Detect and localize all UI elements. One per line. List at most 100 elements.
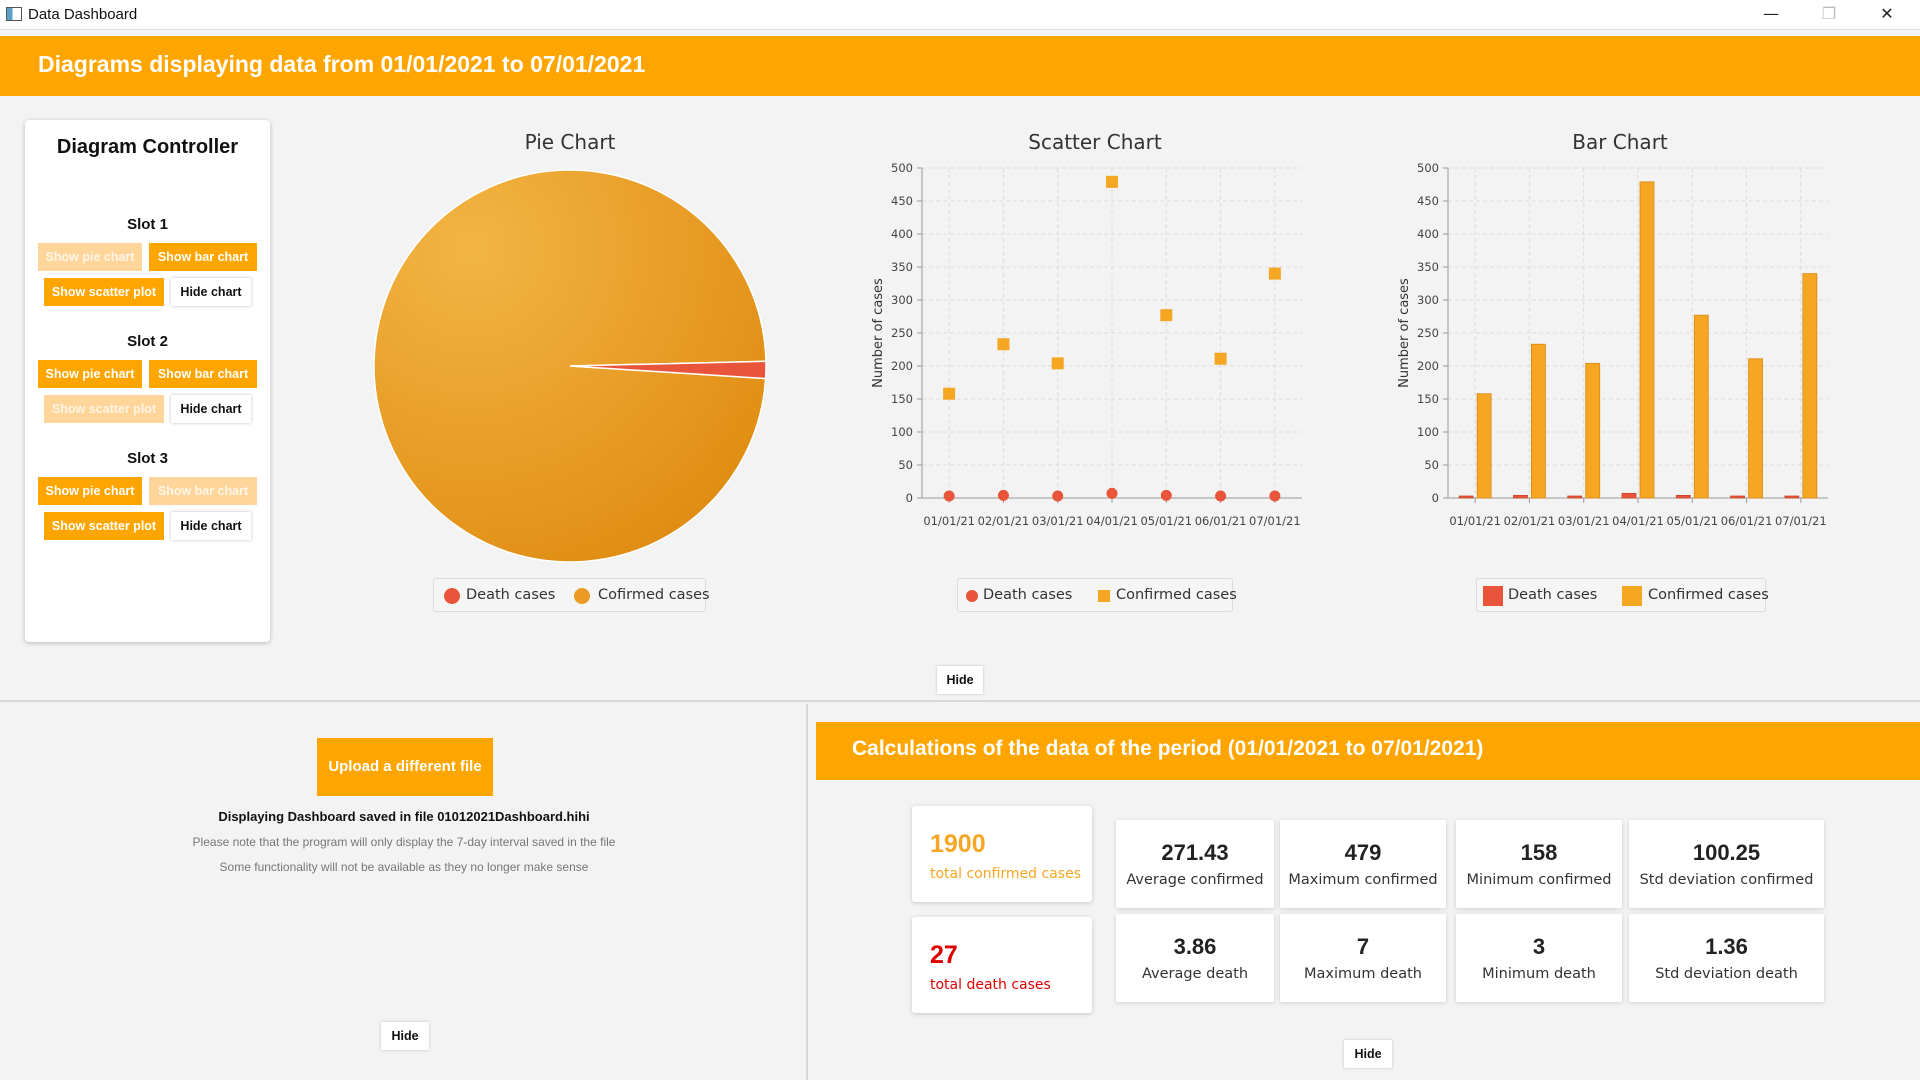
- pie-legend-death-marker: [444, 588, 460, 604]
- x-tick-label: 04/01/21: [1086, 514, 1138, 528]
- bar-legend-confirmed: Confirmed cases: [1648, 587, 1769, 603]
- bar-death: [1621, 492, 1637, 499]
- stat-maximum-death: 7 Maximum death: [1280, 914, 1446, 1002]
- y-tick-label: 200: [1417, 359, 1439, 373]
- slot-1-label: Slot 1: [127, 216, 168, 233]
- x-tick-label: 05/01/21: [1140, 514, 1192, 528]
- bar-confirmed: [1531, 343, 1546, 499]
- x-tick-label: 02/01/21: [978, 514, 1030, 528]
- scatter-point-death: [1269, 490, 1281, 502]
- total-death-card: 27 total death cases: [912, 917, 1092, 1013]
- saved-file-info: Displaying Dashboard saved in file 01012…: [218, 809, 590, 824]
- y-tick-label: 100: [891, 425, 913, 439]
- diagram-controller: Diagram Controller Slot 1 Show pie chart…: [25, 120, 270, 642]
- pie-chart-title: Pie Chart: [524, 130, 616, 154]
- stat-label: Minimum confirmed: [1466, 872, 1612, 888]
- diagrams-header: Diagrams displaying data from 01/01/2021…: [0, 36, 1920, 96]
- x-tick-label: 03/01/21: [1032, 514, 1084, 528]
- total-confirmed-label: total confirmed cases: [930, 866, 1081, 882]
- slot-2-show-scatter-button[interactable]: Show scatter plot: [44, 395, 164, 423]
- scatter-legend-death: Death cases: [983, 587, 1073, 603]
- total-death-label: total death cases: [930, 977, 1051, 993]
- y-tick-label: 400: [891, 227, 913, 241]
- scatter-point-confirmed: [1051, 357, 1064, 370]
- scatter-point-death: [997, 489, 1009, 501]
- pie-legend: Death cases Cofirmed cases: [433, 578, 710, 612]
- maximize-icon[interactable]: ❐: [1821, 4, 1837, 23]
- pie-legend-confirmed-marker: [574, 588, 590, 604]
- x-tick-label: 05/01/21: [1666, 514, 1718, 528]
- slot-3-show-pie-button[interactable]: Show pie chart: [38, 477, 142, 505]
- calculations-hide-button[interactable]: Hide: [1344, 1040, 1392, 1068]
- scatter-legend-confirmed-marker: [1098, 590, 1110, 602]
- slot-2-show-bar-button[interactable]: Show bar chart: [149, 360, 257, 388]
- x-tick-label: 06/01/21: [1195, 514, 1247, 528]
- bar-legend-confirmed-marker: [1622, 586, 1642, 606]
- slot-3-hide-chart-button[interactable]: Hide chart: [171, 512, 251, 540]
- upload-file-button[interactable]: Upload a different file: [317, 738, 493, 796]
- controller-title: Diagram Controller: [56, 136, 239, 158]
- bar-death: [1784, 495, 1800, 499]
- close-icon[interactable]: ✕: [1880, 4, 1894, 23]
- bar-death: [1567, 495, 1583, 499]
- stat-minimum-death: 3 Minimum death: [1456, 914, 1622, 1002]
- y-tick-label: 250: [891, 326, 913, 340]
- scatter-point-death: [1160, 489, 1172, 501]
- stat-label: Std deviation confirmed: [1639, 872, 1814, 888]
- file-panel-hide-button[interactable]: Hide: [381, 1022, 429, 1050]
- bar-confirmed: [1585, 362, 1601, 499]
- slot-2-label: Slot 2: [127, 333, 168, 350]
- pie-legend-death: Death cases: [466, 587, 556, 603]
- slot-2-hide-chart-button[interactable]: Hide chart: [171, 395, 251, 423]
- scatter-point-death: [1106, 487, 1118, 499]
- window-title-bar: Data Dashboard — ❐ ✕: [0, 0, 1920, 30]
- pie-legend-confirmed: Cofirmed cases: [598, 587, 710, 603]
- total-confirmed-value: 1900: [930, 830, 986, 858]
- y-tick-label: 0: [1432, 491, 1439, 505]
- bar-confirmed: [1639, 181, 1655, 499]
- stat-std-deviation-confirmed: 100.25 Std deviation confirmed: [1629, 820, 1824, 908]
- scatter-point-death: [943, 490, 955, 502]
- pie-chart: [373, 169, 767, 563]
- y-tick-label: 250: [1417, 326, 1439, 340]
- scatter-point-confirmed: [1160, 309, 1173, 322]
- bar-death: [1513, 494, 1528, 499]
- stat-value: 7: [1356, 934, 1370, 959]
- scatter-point-confirmed: [997, 338, 1010, 351]
- bar-legend: Death cases Confirmed cases: [1476, 578, 1769, 612]
- stat-label: Maximum death: [1304, 966, 1422, 982]
- y-tick-label: 0: [906, 491, 913, 505]
- bar-legend-death-marker: [1483, 586, 1503, 606]
- total-confirmed-card: 1900 total confirmed cases: [912, 806, 1092, 902]
- app-icon: [6, 7, 22, 21]
- slot-1-show-pie-button[interactable]: Show pie chart: [38, 243, 142, 271]
- slot-3-show-bar-button[interactable]: Show bar chart: [149, 477, 257, 505]
- window-title: Data Dashboard: [28, 6, 138, 23]
- bar-confirmed: [1802, 273, 1818, 499]
- slot-1-hide-chart-button[interactable]: Hide chart: [171, 278, 251, 306]
- y-tick-label: 150: [891, 392, 913, 406]
- pie-slice-death: [569, 360, 767, 380]
- stat-label: Average confirmed: [1126, 872, 1264, 888]
- slot-2-show-pie-button[interactable]: Show pie chart: [38, 360, 142, 388]
- slot-1-show-bar-button[interactable]: Show bar chart: [149, 243, 257, 271]
- y-tick-label: 300: [891, 293, 913, 307]
- bar-confirmed: [1748, 358, 1763, 499]
- bar-death: [1675, 494, 1691, 499]
- x-tick-label: 01/01/21: [1449, 514, 1501, 528]
- scatter-point-confirmed: [1214, 352, 1227, 365]
- bar-chart: 0 50 100 150 200 250 300 350 400 450 500 01/01/21 02…: [1397, 161, 1828, 528]
- scatter-point-confirmed: [943, 387, 956, 400]
- stat-minimum-confirmed: 158 Minimum confirmed: [1456, 820, 1622, 908]
- minimize-icon[interactable]: —: [1763, 4, 1779, 23]
- stat-label: Minimum death: [1482, 966, 1596, 982]
- stat-maximum-confirmed: 479 Maximum confirmed: [1280, 820, 1446, 908]
- stat-average-confirmed: 271.43 Average confirmed: [1116, 820, 1274, 908]
- x-tick-label: 06/01/21: [1721, 514, 1773, 528]
- charts-hide-button[interactable]: Hide: [937, 666, 983, 694]
- stat-value: 479: [1344, 840, 1382, 865]
- slot-1-show-scatter-button[interactable]: Show scatter plot: [44, 278, 164, 306]
- bar-confirmed: [1476, 393, 1492, 499]
- slot-3-show-scatter-button[interactable]: Show scatter plot: [44, 512, 164, 540]
- stat-label: Std deviation death: [1655, 966, 1798, 982]
